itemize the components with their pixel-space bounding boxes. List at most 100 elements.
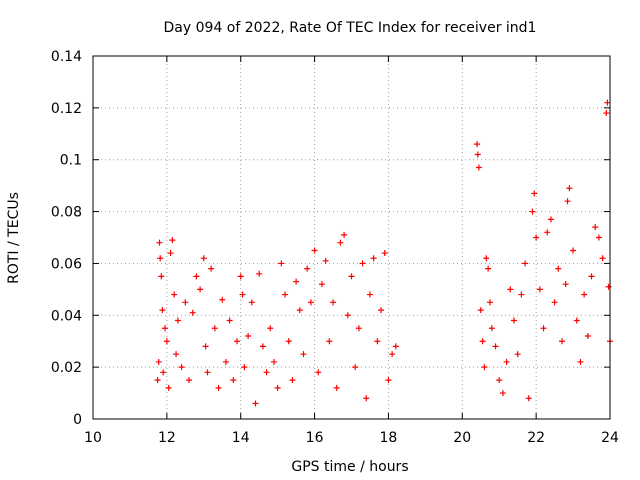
- data-point: [474, 151, 481, 158]
- data-point: [278, 260, 285, 267]
- data-point: [359, 260, 366, 267]
- data-point: [156, 239, 163, 246]
- x-tick-label: 22: [527, 430, 545, 446]
- data-point: [230, 377, 237, 384]
- data-point: [381, 250, 388, 257]
- data-point: [267, 325, 274, 332]
- data-point: [525, 395, 532, 402]
- y-tick-label: 0.06: [51, 256, 82, 272]
- data-point: [479, 338, 486, 345]
- chart-title: Day 094 of 2022, Rate Of TEC Index for r…: [164, 20, 537, 36]
- data-point: [392, 343, 399, 350]
- data-point: [174, 317, 181, 324]
- data-point: [474, 141, 481, 148]
- data-point: [374, 338, 381, 345]
- y-tick-label: 0.02: [51, 360, 82, 376]
- data-point: [514, 351, 521, 358]
- data-point: [595, 234, 602, 241]
- data-point: [337, 239, 344, 246]
- data-point: [165, 384, 172, 391]
- data-point: [348, 273, 355, 280]
- data-point: [245, 333, 252, 340]
- data-point: [551, 299, 558, 306]
- data-point: [293, 278, 300, 285]
- data-point: [547, 216, 554, 223]
- data-point: [603, 110, 610, 117]
- data-point: [605, 283, 612, 290]
- data-point: [248, 299, 255, 306]
- data-point: [577, 358, 584, 365]
- data-point: [252, 400, 259, 407]
- data-point: [492, 343, 499, 350]
- data-point: [496, 377, 503, 384]
- data-point: [322, 257, 329, 264]
- data-point: [158, 273, 165, 280]
- data-point: [219, 296, 226, 303]
- data-point: [507, 286, 514, 293]
- data-point: [315, 369, 322, 376]
- data-point: [592, 224, 599, 231]
- data-points: [154, 99, 613, 407]
- data-point: [173, 351, 180, 358]
- data-point: [204, 369, 211, 376]
- x-tick-label: 12: [158, 430, 176, 446]
- data-point: [363, 395, 370, 402]
- data-point: [370, 255, 377, 262]
- data-point: [341, 231, 348, 238]
- data-point: [289, 377, 296, 384]
- x-tick-label: 16: [306, 430, 324, 446]
- data-point: [234, 338, 241, 345]
- data-point: [544, 229, 551, 236]
- data-point: [215, 384, 222, 391]
- y-tick-label: 0.04: [51, 308, 82, 324]
- data-point: [533, 234, 540, 241]
- y-tick-label: 0.14: [51, 49, 82, 65]
- x-tick-label: 18: [380, 430, 398, 446]
- data-point: [307, 299, 314, 306]
- axis-ticks: [92, 55, 611, 420]
- data-point: [259, 343, 266, 350]
- data-point: [518, 291, 525, 298]
- data-point: [171, 291, 178, 298]
- data-point: [154, 377, 161, 384]
- data-point: [531, 190, 538, 197]
- data-point: [202, 343, 209, 350]
- data-point: [573, 317, 580, 324]
- data-point: [300, 351, 307, 358]
- data-point: [503, 358, 510, 365]
- data-point: [499, 390, 506, 397]
- data-point: [155, 358, 162, 365]
- data-point: [326, 338, 333, 345]
- y-tick-label: 0.12: [51, 101, 82, 117]
- y-tick-label: 0: [73, 412, 82, 428]
- data-point: [566, 185, 573, 192]
- data-point: [193, 273, 200, 280]
- data-point: [211, 325, 218, 332]
- data-point: [555, 265, 562, 272]
- data-point: [570, 247, 577, 254]
- data-point: [208, 265, 215, 272]
- data-point: [475, 164, 482, 171]
- data-point: [352, 364, 359, 371]
- data-point: [226, 317, 233, 324]
- data-point: [486, 299, 493, 306]
- x-tick-label: 24: [601, 430, 619, 446]
- data-point: [344, 312, 351, 319]
- data-point: [564, 198, 571, 205]
- data-point: [485, 265, 492, 272]
- data-point: [282, 291, 289, 298]
- y-tick-label: 0.08: [51, 205, 82, 221]
- data-point: [488, 325, 495, 332]
- y-tick-label: 0.1: [60, 153, 82, 169]
- data-point: [178, 364, 185, 371]
- data-point: [182, 299, 189, 306]
- data-point: [169, 237, 176, 244]
- data-point: [588, 273, 595, 280]
- y-axis-label: ROTI / TECUs: [6, 192, 22, 284]
- data-point: [160, 369, 167, 376]
- data-point: [522, 260, 529, 267]
- grid-lines: [93, 56, 610, 419]
- data-point: [540, 325, 547, 332]
- tick-labels: 10 12 14 16 18 20 22 24 0 0.02 0.04 0.06 0.08 0.1 0.12…: [51, 49, 619, 446]
- data-point: [330, 299, 337, 306]
